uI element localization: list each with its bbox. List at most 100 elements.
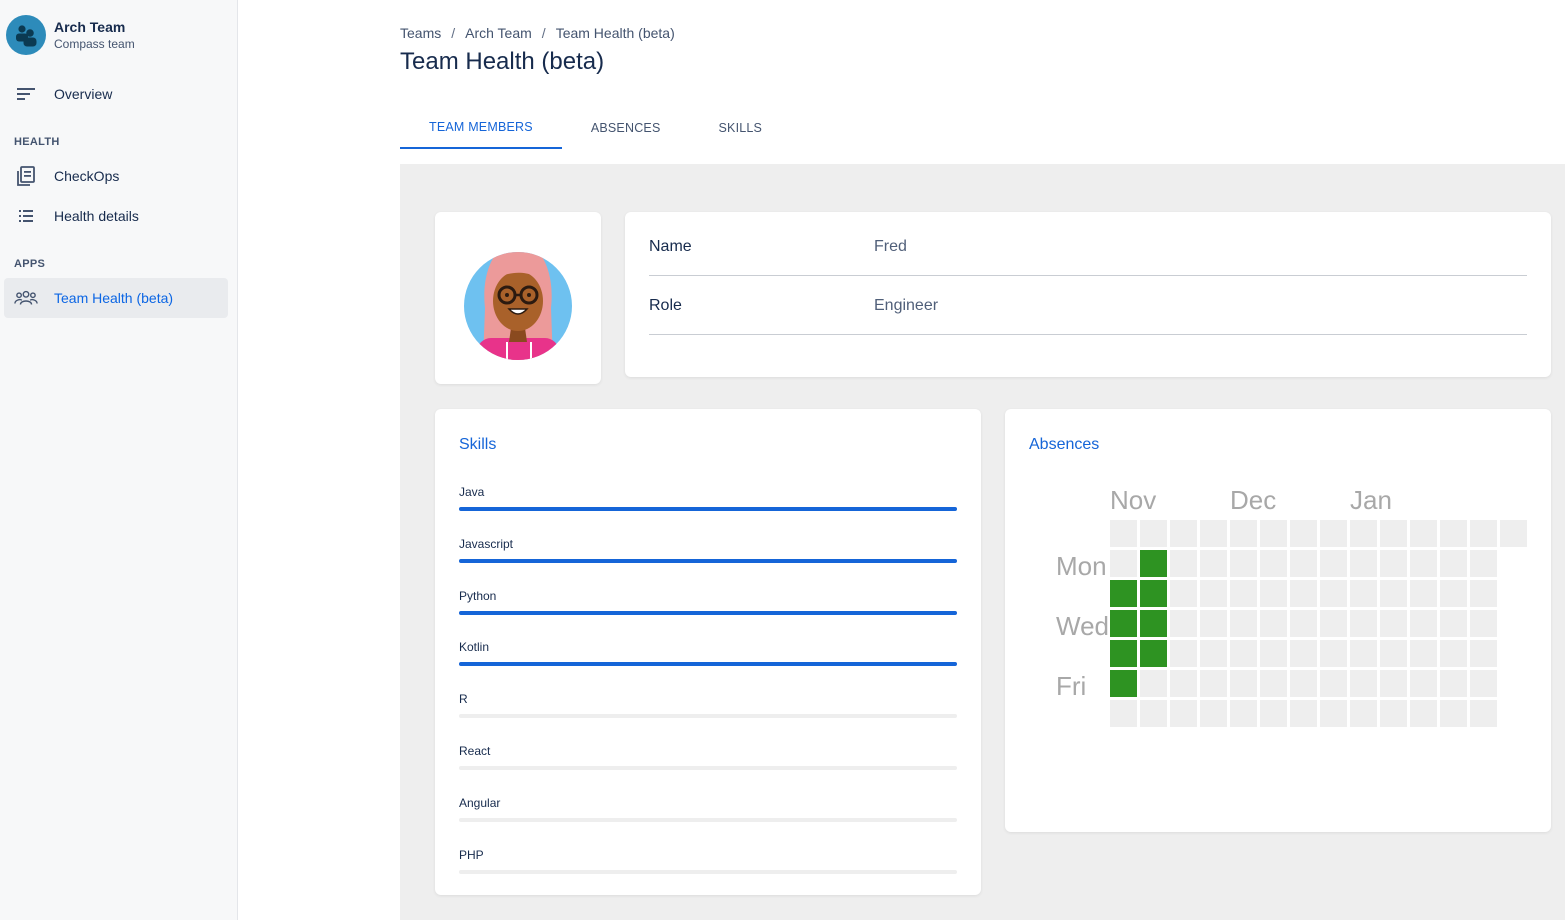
day-cell[interactable] (1410, 670, 1437, 697)
day-cell[interactable] (1320, 580, 1347, 607)
sidebar-item-overview[interactable]: Overview (4, 74, 228, 114)
tab-team-members[interactable]: TEAM MEMBERS (400, 106, 562, 149)
absence-day-cell[interactable] (1110, 670, 1137, 697)
day-cell[interactable] (1170, 610, 1197, 637)
day-cell[interactable] (1260, 550, 1287, 577)
day-cell[interactable] (1350, 610, 1377, 637)
day-cell[interactable] (1290, 700, 1317, 727)
day-cell[interactable] (1260, 580, 1287, 607)
day-cell[interactable] (1260, 670, 1287, 697)
day-cell[interactable] (1170, 670, 1197, 697)
day-cell[interactable] (1290, 580, 1317, 607)
team-header[interactable]: Arch Team Compass team (6, 15, 135, 55)
absence-day-cell[interactable] (1110, 610, 1137, 637)
day-cell[interactable] (1380, 550, 1407, 577)
day-cell[interactable] (1230, 580, 1257, 607)
day-cell[interactable] (1320, 670, 1347, 697)
day-cell[interactable] (1470, 670, 1497, 697)
day-cell[interactable] (1200, 700, 1227, 727)
day-cell[interactable] (1290, 610, 1317, 637)
day-cell[interactable] (1260, 640, 1287, 667)
day-cell[interactable] (1320, 640, 1347, 667)
day-cell[interactable] (1230, 610, 1257, 637)
tab-skills[interactable]: SKILLS (718, 120, 763, 135)
absence-day-cell[interactable] (1140, 610, 1167, 637)
day-cell[interactable] (1260, 700, 1287, 727)
day-cell[interactable] (1170, 640, 1197, 667)
day-cell[interactable] (1200, 550, 1227, 577)
day-cell[interactable] (1410, 580, 1437, 607)
day-cell[interactable] (1380, 610, 1407, 637)
day-cell[interactable] (1440, 640, 1467, 667)
day-cell[interactable] (1350, 640, 1377, 667)
day-cell[interactable] (1320, 610, 1347, 637)
day-cell[interactable] (1410, 520, 1437, 547)
day-cell[interactable] (1230, 520, 1257, 547)
day-cell[interactable] (1140, 520, 1167, 547)
absence-day-cell[interactable] (1110, 640, 1137, 667)
day-cell[interactable] (1410, 700, 1437, 727)
day-cell[interactable] (1350, 550, 1377, 577)
day-cell[interactable] (1290, 640, 1317, 667)
day-cell[interactable] (1170, 520, 1197, 547)
absence-day-cell[interactable] (1140, 580, 1167, 607)
day-cell[interactable] (1290, 550, 1317, 577)
sidebar-item-checkops[interactable]: CheckOps (4, 156, 228, 196)
day-cell[interactable] (1380, 670, 1407, 697)
day-cell[interactable] (1410, 550, 1437, 577)
day-cell[interactable] (1230, 670, 1257, 697)
day-cell[interactable] (1200, 520, 1227, 547)
absence-day-cell[interactable] (1110, 580, 1137, 607)
day-cell[interactable] (1500, 520, 1527, 547)
absence-day-cell[interactable] (1140, 550, 1167, 577)
breadcrumb-arch-team[interactable]: Arch Team (465, 25, 532, 41)
day-cell[interactable] (1200, 580, 1227, 607)
day-cell[interactable] (1440, 700, 1467, 727)
day-cell[interactable] (1170, 550, 1197, 577)
day-cell[interactable] (1410, 610, 1437, 637)
day-cell[interactable] (1230, 550, 1257, 577)
absence-day-cell[interactable] (1140, 640, 1167, 667)
day-cell[interactable] (1470, 640, 1497, 667)
day-cell[interactable] (1320, 550, 1347, 577)
day-cell[interactable] (1260, 520, 1287, 547)
day-cell[interactable] (1110, 550, 1137, 577)
day-cell[interactable] (1350, 580, 1377, 607)
day-cell[interactable] (1470, 550, 1497, 577)
day-cell[interactable] (1200, 640, 1227, 667)
day-cell[interactable] (1380, 700, 1407, 727)
sidebar-item-team-health[interactable]: Team Health (beta) (4, 278, 228, 318)
day-cell[interactable] (1350, 520, 1377, 547)
day-cell[interactable] (1380, 520, 1407, 547)
day-cell[interactable] (1410, 640, 1437, 667)
day-cell[interactable] (1140, 700, 1167, 727)
day-cell[interactable] (1470, 580, 1497, 607)
day-cell[interactable] (1140, 670, 1167, 697)
day-cell[interactable] (1320, 520, 1347, 547)
day-cell[interactable] (1470, 610, 1497, 637)
day-cell[interactable] (1350, 670, 1377, 697)
day-cell[interactable] (1440, 550, 1467, 577)
day-cell[interactable] (1440, 580, 1467, 607)
day-cell[interactable] (1110, 700, 1137, 727)
day-cell[interactable] (1290, 670, 1317, 697)
day-cell[interactable] (1470, 520, 1497, 547)
day-cell[interactable] (1170, 580, 1197, 607)
breadcrumb-team-health[interactable]: Team Health (beta) (555, 25, 675, 41)
day-cell[interactable] (1230, 640, 1257, 667)
day-cell[interactable] (1200, 670, 1227, 697)
sidebar-item-health-details[interactable]: Health details (4, 196, 228, 236)
day-cell[interactable] (1110, 520, 1137, 547)
day-cell[interactable] (1470, 700, 1497, 727)
day-cell[interactable] (1380, 580, 1407, 607)
day-cell[interactable] (1440, 670, 1467, 697)
day-cell[interactable] (1320, 700, 1347, 727)
day-cell[interactable] (1380, 640, 1407, 667)
day-cell[interactable] (1230, 700, 1257, 727)
breadcrumb-teams[interactable]: Teams (400, 25, 442, 41)
tab-absences[interactable]: ABSENCES (590, 120, 661, 135)
day-cell[interactable] (1290, 520, 1317, 547)
day-cell[interactable] (1350, 700, 1377, 727)
day-cell[interactable] (1200, 610, 1227, 637)
day-cell[interactable] (1170, 700, 1197, 727)
